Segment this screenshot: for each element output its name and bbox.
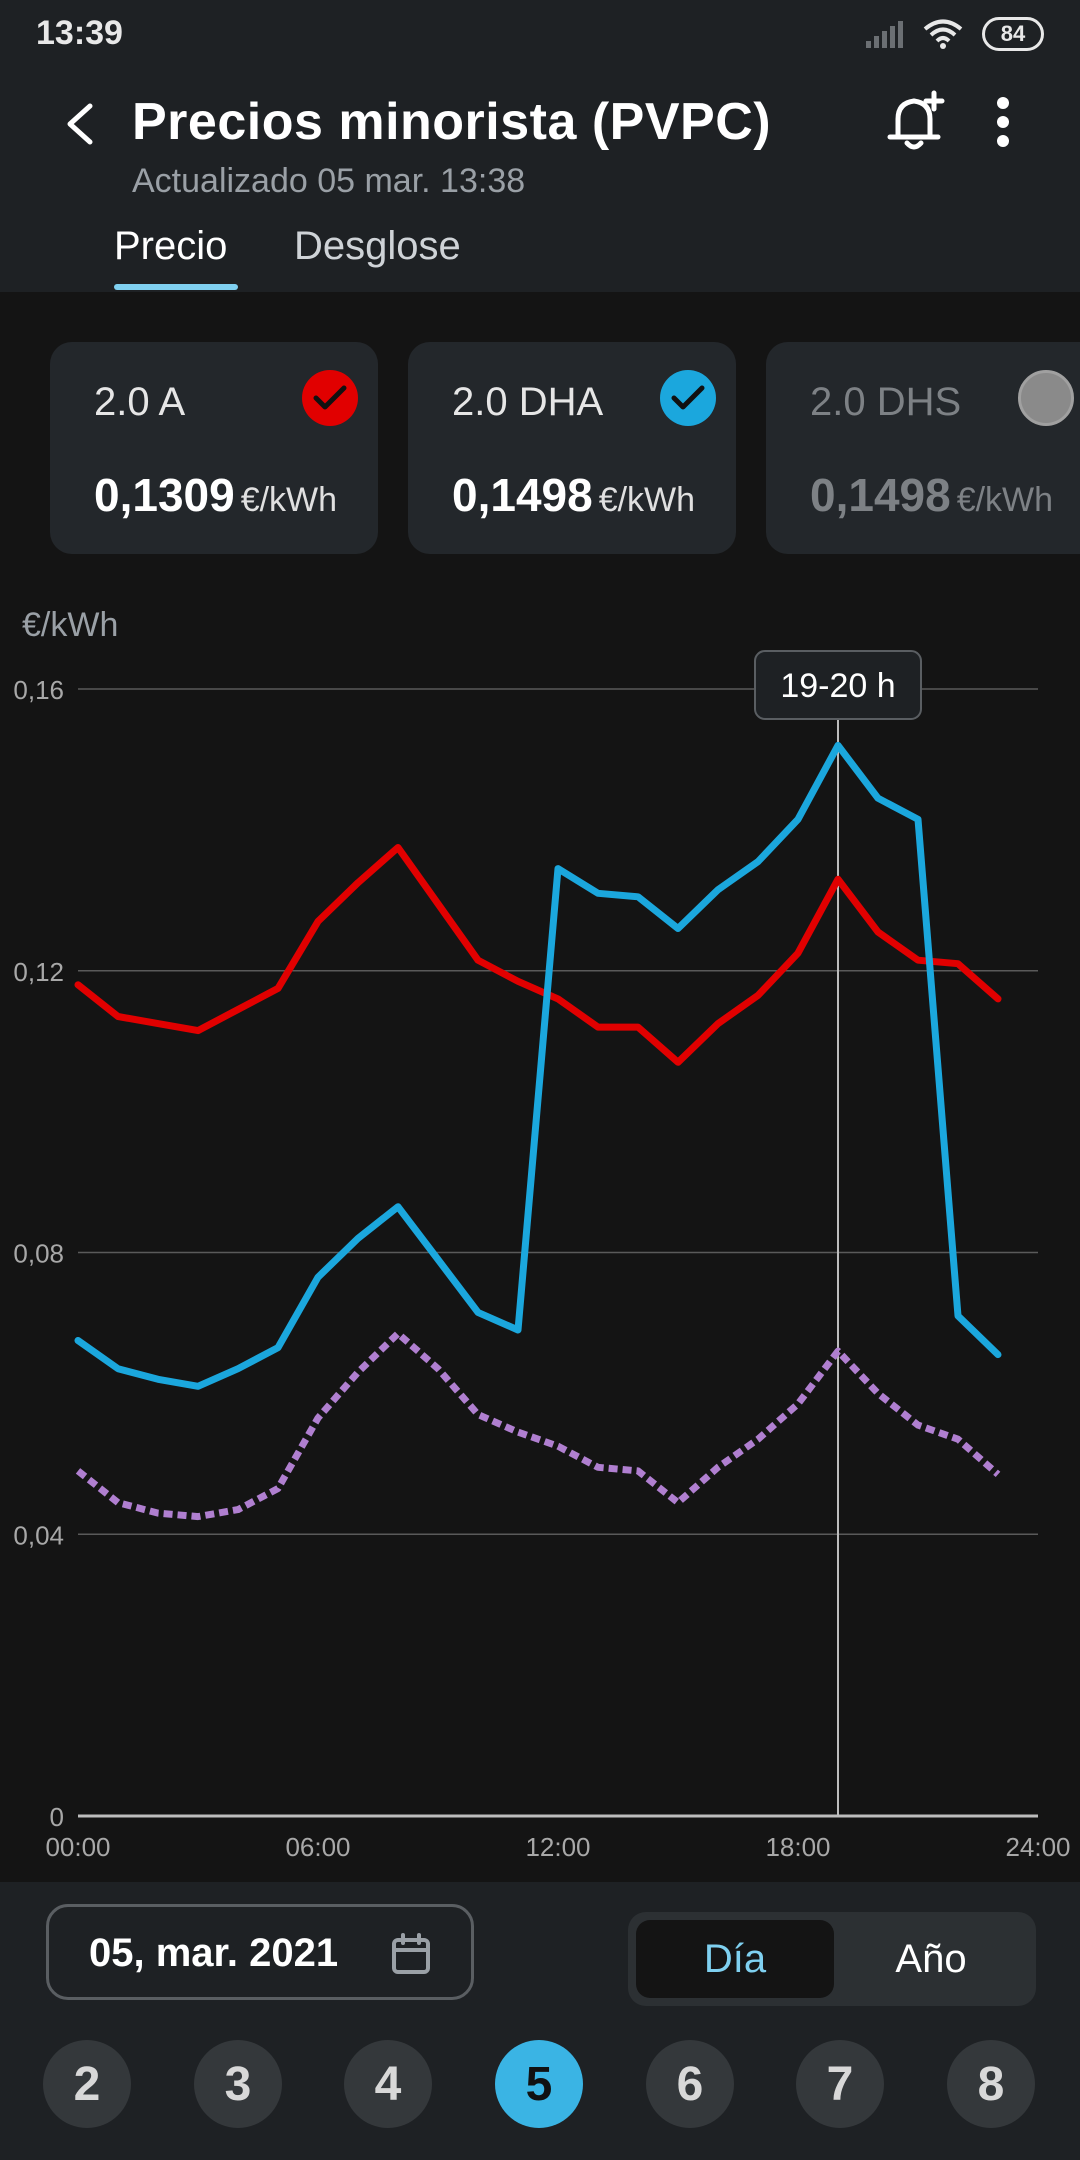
- wifi-icon: [923, 19, 963, 49]
- tariff-card-2-0-a[interactable]: 2.0 A 0,1309 €/kWh: [50, 342, 378, 554]
- x-tick-label: 24:00: [1005, 1832, 1070, 1862]
- selected-date: 05, mar. 2021: [89, 1931, 339, 1975]
- y-tick-label: 0,16: [13, 675, 64, 705]
- period-toggle: Día Año: [628, 1912, 1036, 2006]
- mode-ano-button[interactable]: Año: [895, 1936, 967, 1981]
- more-vert-icon: [997, 97, 1009, 147]
- series-line-1: [74, 844, 1002, 1066]
- last-updated: Actualizado 05 mar. 13:38: [132, 162, 526, 200]
- day-button-2[interactable]: 2: [43, 2040, 131, 2128]
- calendar-icon: [392, 1933, 430, 1974]
- x-tick-label: 18:00: [765, 1832, 830, 1862]
- y-tick-label: 0,12: [13, 957, 64, 987]
- battery-indicator: 84: [982, 17, 1044, 51]
- day-button-4[interactable]: 4: [344, 2040, 432, 2128]
- tariff-name: 2.0 DHS: [810, 380, 962, 424]
- active-tab-indicator: [114, 284, 238, 290]
- tariff-price-value: 0,1498: [452, 469, 593, 521]
- day-button-8[interactable]: 8: [947, 2040, 1035, 2128]
- back-button[interactable]: [44, 88, 116, 160]
- day-button-3[interactable]: 3: [194, 2040, 282, 2128]
- tariff-card-2-0-dha[interactable]: 2.0 DHA 0,1498 €/kWh: [408, 342, 736, 554]
- tariff-price-unit: €/kWh: [598, 481, 696, 519]
- x-tick-label: 06:00: [285, 1832, 350, 1862]
- x-tick-label: 12:00: [525, 1832, 590, 1862]
- tariff-price-value: 0,1498: [810, 469, 951, 521]
- series-line-2: [74, 741, 1002, 1390]
- unchecked-circle-icon[interactable]: [1018, 370, 1074, 426]
- mode-dia-button[interactable]: Día: [636, 1920, 834, 1998]
- tab-desglose[interactable]: Desglose: [294, 224, 461, 268]
- day-button-6[interactable]: 6: [646, 2040, 734, 2128]
- add-alert-button[interactable]: [876, 82, 956, 162]
- page-title: Precios minorista (PVPC): [132, 93, 772, 151]
- status-bar: 13:39 84: [0, 0, 1080, 66]
- back-arrow-icon: [67, 103, 93, 145]
- tariff-price-unit: €/kWh: [240, 481, 338, 519]
- tariff-card-2-0-dhs[interactable]: 2.0 DHS 0,1498 €/kWh: [766, 342, 1080, 554]
- tariff-price: 0,1309 €/kWh: [94, 468, 337, 522]
- bottom-panel: 05, mar. 2021 Día Año 2 3 4 5 6 7 8: [0, 1882, 1080, 2160]
- day-button-5[interactable]: 5: [495, 2040, 583, 2128]
- date-picker[interactable]: 05, mar. 2021: [46, 1904, 474, 2000]
- cursor-tooltip-label: 19-20 h: [780, 667, 895, 705]
- tariff-price-unit: €/kWh: [956, 481, 1054, 519]
- check-circle-icon[interactable]: [660, 370, 716, 426]
- signal-icon: [866, 21, 903, 48]
- check-circle-icon[interactable]: [302, 370, 358, 426]
- bell-plus-icon: [887, 90, 945, 150]
- y-tick-label: 0: [50, 1802, 64, 1832]
- series-line-3: [75, 1330, 1001, 1521]
- tariff-name: 2.0 A: [94, 380, 186, 424]
- tab-precio[interactable]: Precio: [114, 224, 228, 268]
- x-tick-label: 00:00: [45, 1832, 110, 1862]
- tariff-name: 2.0 DHA: [452, 380, 604, 424]
- tariff-price: 0,1498 €/kWh: [810, 468, 1053, 522]
- tariff-price: 0,1498 €/kWh: [452, 468, 695, 522]
- more-options-button[interactable]: [968, 82, 1038, 162]
- y-tick-label: 0,08: [13, 1239, 64, 1269]
- status-icons: 84: [864, 14, 1044, 54]
- app-bar: Precios minorista (PVPC) Actualizado 05 …: [0, 66, 1080, 292]
- cursor-tooltip-box: [754, 650, 922, 720]
- y-axis-unit: €/kWh: [22, 606, 119, 644]
- status-time: 13:39: [36, 14, 123, 52]
- tariff-price-value: 0,1309: [94, 469, 235, 521]
- price-chart[interactable]: 0,16 0,12 0,08 0,04 000:00 06:00 12:00 18:00 24:…: [0, 640, 1080, 1870]
- y-tick-label: 0,04: [13, 1520, 64, 1550]
- day-button-7[interactable]: 7: [796, 2040, 884, 2128]
